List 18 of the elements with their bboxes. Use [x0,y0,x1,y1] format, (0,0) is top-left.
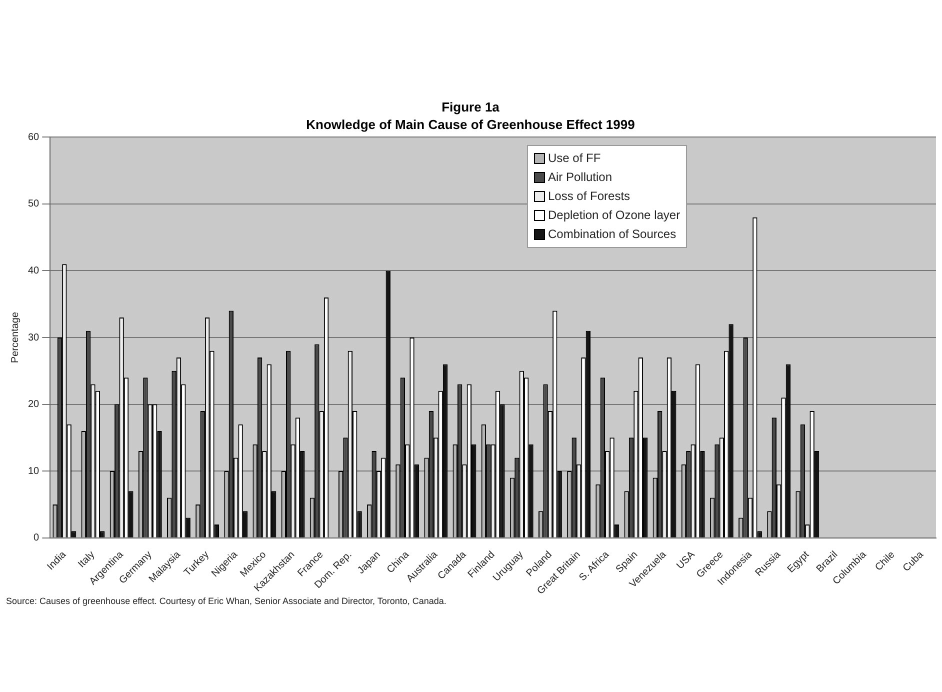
y-tick-label: 60 [28,132,40,143]
y-axis-title: Percentage [10,312,21,364]
y-tick-label: 50 [28,198,40,210]
y-tick-label: 10 [28,466,40,477]
chart-subtitle: Knowledge of Main Cause of Greenhouse Effect 1999 [306,116,635,132]
legend-label: Loss of Forests [548,188,630,205]
x-tick-label: USA [674,549,698,572]
y-tick-label: 0 [34,532,40,544]
source-note: Source: Causes of greenhouse effect. Courtesy of Eric Whan, Senior Associate and Director, Toronto, Canada. [6,596,446,606]
legend-label: Combination of Sources [548,226,676,243]
x-tick-label: Chile [873,549,898,574]
y-tick-label: 30 [28,332,40,344]
legend-label: Air Pollution [548,169,612,186]
y-tick-label: 20 [28,399,40,410]
legend-label: Use of FF [548,150,601,167]
y-tick-label: 40 [28,265,40,276]
chart-title: Figure 1a [442,99,500,114]
legend-label: Depletion of Ozone layer [548,207,680,224]
